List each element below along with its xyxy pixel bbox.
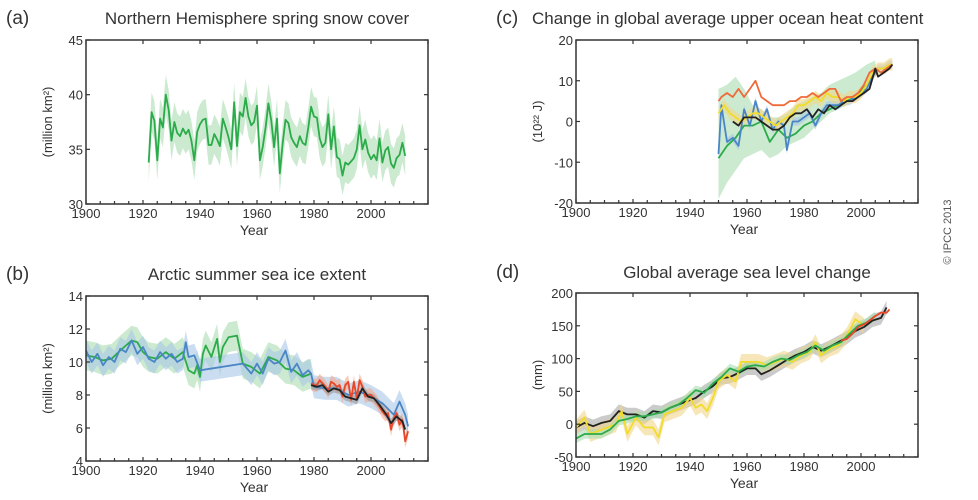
x-tick-label: 1940 [186, 463, 215, 478]
series-line-black [310, 384, 407, 430]
x-tick-label: 1940 [676, 205, 705, 220]
x-tick-label: 1900 [562, 205, 591, 220]
x-tick-label: 1960 [733, 459, 762, 474]
y-tick-label: 40 [69, 88, 83, 103]
y-axis-label: (10²² J) [530, 101, 545, 143]
x-tick-label: 1980 [300, 463, 329, 478]
chart-title: Arctic summer sea ice extent [148, 265, 367, 284]
y-axis-label: (million km²) [40, 87, 55, 158]
panel-letter: (b) [6, 264, 29, 285]
x-tick-label: 1980 [300, 206, 329, 221]
y-tick-label: 10 [559, 74, 573, 89]
copyright-notice: © IPCC 2013 [942, 200, 954, 265]
x-tick-label: 1980 [790, 459, 819, 474]
uncertainty-band-yellow [718, 58, 893, 132]
x-tick-label: 2000 [357, 206, 386, 221]
lines-layer [717, 63, 894, 159]
y-tick-label: -50 [554, 450, 573, 465]
y-tick-label: -20 [554, 196, 573, 211]
x-axis-label: Year [240, 222, 269, 238]
x-tick-label: 1940 [676, 459, 705, 474]
lines-layer [575, 306, 891, 440]
chart-title: Global average sea level change [623, 263, 871, 282]
x-tick-label: 1900 [72, 463, 101, 478]
x-tick-label: 1960 [243, 206, 272, 221]
chart-title: Change in global average upper ocean hea… [532, 9, 924, 28]
chart-panel-a: (a) Northern Hemisphere spring snow cover… [6, 8, 429, 238]
y-tick-label: -10 [554, 155, 573, 170]
y-tick-label: 14 [69, 289, 83, 304]
series-line-blue-reconstruction [85, 339, 409, 427]
x-axis-label: Year [730, 475, 759, 491]
y-tick-label: 8 [76, 388, 83, 403]
series-line-orange [717, 63, 893, 107]
x-axis-label: Year [730, 221, 759, 237]
y-tick-label: 12 [69, 322, 83, 337]
chart-panel-b: (b) Arctic summer sea ice extent 1900 1920 1… [6, 264, 429, 495]
x-tick-label: 2000 [357, 463, 386, 478]
y-axis-label: (mm) [530, 360, 545, 390]
y-tick-label: 10 [69, 355, 83, 370]
x-tick-label: 1940 [186, 206, 215, 221]
panel-letter: (a) [6, 8, 29, 29]
y-tick-label: 100 [551, 352, 573, 367]
series-line-snow-cover [147, 93, 407, 177]
series-line-green-reconstruction [85, 334, 312, 378]
x-axis-label: Year [240, 479, 269, 495]
x-tick-label: 2000 [847, 205, 876, 220]
x-tick-label: 1920 [619, 459, 648, 474]
y-tick-label: 30 [69, 197, 83, 212]
x-tick-label: 1900 [72, 206, 101, 221]
y-tick-label: 150 [551, 319, 573, 334]
y-tick-label: 20 [559, 33, 573, 48]
x-tick-label: 1900 [562, 459, 591, 474]
bands-layer [576, 300, 887, 446]
panel-letter: (d) [496, 262, 519, 283]
y-tick-label: 4 [76, 454, 83, 469]
x-tick-label: 2000 [847, 459, 876, 474]
x-tick-label: 1920 [619, 205, 648, 220]
chart-panel-d: (d) Global average sea level change 1900 19… [496, 262, 919, 491]
x-tick-label: 1960 [733, 205, 762, 220]
series-line-yellow [575, 318, 865, 439]
series-line-red [840, 308, 891, 342]
x-tick-label: 1920 [129, 206, 158, 221]
x-tick-label: 1980 [790, 205, 819, 220]
series-line-blue [717, 63, 893, 155]
lines-layer [85, 334, 409, 443]
y-tick-label: 35 [69, 142, 83, 157]
y-tick-label: 6 [76, 421, 83, 436]
panel-letter: (c) [496, 8, 518, 29]
lines-layer [147, 93, 407, 177]
y-tick-label: 200 [551, 286, 573, 301]
uncertainty-band-blue-reconstruction [86, 329, 409, 438]
y-tick-label: 0 [566, 417, 573, 432]
series-line-black [732, 63, 894, 131]
y-tick-label: 50 [559, 384, 573, 399]
x-tick-label: 1960 [243, 463, 272, 478]
x-tick-label: 1920 [129, 463, 158, 478]
chart-title: Northern Hemisphere spring snow cover [105, 9, 410, 28]
y-tick-label: 45 [69, 33, 83, 48]
y-axis-label: (million km²) [40, 343, 55, 414]
chart-panel-c: (c) Change in global average upper ocean … [496, 8, 924, 237]
series-line-green [575, 315, 876, 440]
y-tick-label: 0 [566, 115, 573, 130]
